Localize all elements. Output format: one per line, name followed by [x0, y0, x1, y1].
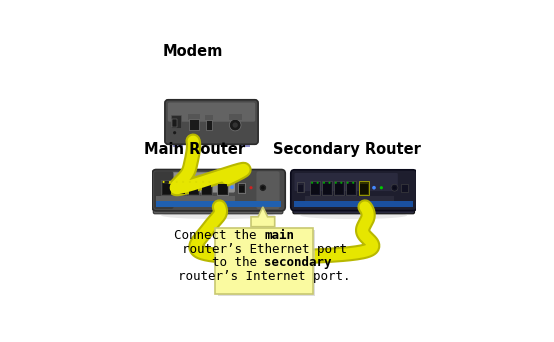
- Circle shape: [173, 131, 176, 134]
- Bar: [188, 114, 201, 120]
- Circle shape: [311, 182, 313, 184]
- Circle shape: [229, 119, 241, 131]
- Bar: [298, 185, 304, 192]
- Circle shape: [230, 185, 234, 189]
- Bar: [201, 180, 212, 195]
- Circle shape: [391, 184, 398, 191]
- Bar: [240, 141, 250, 147]
- Bar: [205, 115, 213, 120]
- Circle shape: [329, 182, 331, 184]
- Bar: [305, 196, 394, 201]
- Circle shape: [261, 186, 265, 189]
- FancyBboxPatch shape: [257, 171, 280, 209]
- Circle shape: [372, 186, 376, 189]
- Bar: [189, 184, 198, 194]
- FancyBboxPatch shape: [218, 230, 315, 296]
- Bar: [188, 119, 198, 130]
- Bar: [156, 196, 234, 201]
- FancyBboxPatch shape: [165, 100, 258, 144]
- Bar: [175, 180, 186, 195]
- FancyBboxPatch shape: [295, 173, 398, 191]
- Circle shape: [340, 182, 342, 184]
- Bar: [171, 115, 181, 128]
- Bar: [172, 119, 177, 127]
- Bar: [295, 201, 413, 207]
- FancyBboxPatch shape: [156, 172, 235, 193]
- Bar: [297, 182, 305, 193]
- Circle shape: [233, 122, 238, 128]
- Bar: [229, 115, 242, 120]
- Bar: [217, 180, 228, 195]
- Bar: [188, 180, 199, 195]
- Circle shape: [335, 182, 337, 184]
- Circle shape: [169, 181, 171, 183]
- Bar: [161, 180, 172, 195]
- Bar: [360, 184, 368, 194]
- Bar: [323, 184, 331, 194]
- Bar: [401, 184, 408, 192]
- Circle shape: [189, 181, 191, 183]
- Text: router’s Internet port.: router’s Internet port.: [178, 270, 351, 283]
- Ellipse shape: [300, 212, 407, 219]
- FancyBboxPatch shape: [152, 170, 285, 211]
- Text: secondary: secondary: [264, 256, 332, 269]
- Bar: [322, 181, 332, 195]
- Circle shape: [323, 182, 325, 184]
- Bar: [218, 184, 227, 194]
- Ellipse shape: [161, 212, 275, 219]
- FancyBboxPatch shape: [291, 170, 417, 211]
- Circle shape: [162, 181, 165, 183]
- FancyBboxPatch shape: [154, 171, 173, 209]
- Bar: [239, 186, 244, 193]
- Circle shape: [347, 182, 348, 184]
- Bar: [156, 201, 281, 207]
- Bar: [334, 181, 344, 195]
- Bar: [202, 184, 211, 194]
- FancyBboxPatch shape: [168, 103, 255, 122]
- Circle shape: [249, 186, 253, 189]
- Text: Main Router: Main Router: [144, 142, 245, 157]
- Bar: [347, 184, 355, 194]
- Bar: [335, 184, 343, 194]
- Circle shape: [393, 186, 396, 189]
- Ellipse shape: [175, 141, 248, 147]
- FancyBboxPatch shape: [293, 204, 414, 214]
- Circle shape: [352, 182, 354, 184]
- FancyBboxPatch shape: [216, 228, 313, 294]
- Circle shape: [316, 182, 319, 184]
- Text: to the: to the: [212, 256, 264, 269]
- Bar: [346, 181, 356, 195]
- Circle shape: [182, 181, 184, 183]
- Bar: [359, 181, 369, 195]
- Circle shape: [259, 184, 266, 192]
- Circle shape: [380, 186, 383, 189]
- Circle shape: [176, 181, 178, 183]
- Text: router’s Ethernet port: router’s Ethernet port: [182, 243, 347, 256]
- Text: Connect the: Connect the: [174, 229, 264, 242]
- Bar: [162, 184, 172, 194]
- Bar: [173, 141, 183, 147]
- Circle shape: [202, 181, 204, 183]
- Bar: [310, 181, 320, 195]
- Text: Secondary Router: Secondary Router: [273, 142, 421, 157]
- Bar: [206, 120, 212, 130]
- Text: main: main: [264, 229, 294, 242]
- Bar: [311, 184, 319, 194]
- Text: Modem: Modem: [163, 44, 223, 60]
- FancyBboxPatch shape: [153, 204, 283, 214]
- Bar: [176, 184, 184, 194]
- Bar: [238, 183, 245, 193]
- Circle shape: [208, 181, 211, 183]
- Circle shape: [195, 181, 197, 183]
- Polygon shape: [251, 207, 275, 227]
